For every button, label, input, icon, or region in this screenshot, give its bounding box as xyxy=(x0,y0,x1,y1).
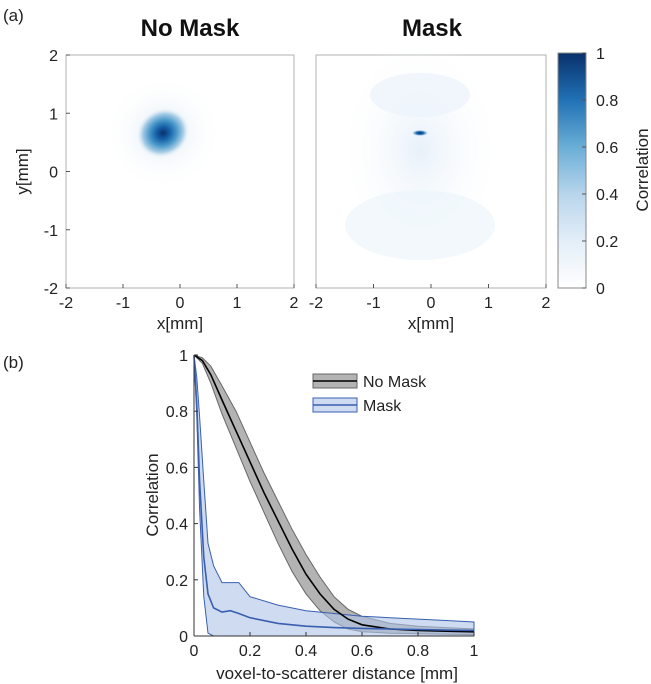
heatmap-right-xtick-label: -1 xyxy=(366,295,380,312)
heatmap-right-xtick-label: -2 xyxy=(309,295,323,312)
colorbar-tick-label: 1 xyxy=(596,46,605,63)
heatmap-left xyxy=(65,54,295,289)
line-chart-ytick-label: 0.8 xyxy=(166,404,188,421)
colorbar: 0 0.2 0.4 0.6 0.8 1 Correlation xyxy=(557,46,651,298)
line-chart-xtick-label: 0.8 xyxy=(407,643,429,660)
line-chart-bands xyxy=(193,354,475,637)
series-band-mask xyxy=(193,354,475,637)
heatmap-right-xtick-label: 0 xyxy=(427,295,436,312)
line-chart-lines xyxy=(193,354,475,633)
line-chart: 0 0.2 0.4 0.6 0.8 1 0 0.2 0.4 0.6 0.8 1 voxel-to-sc… xyxy=(143,348,479,683)
heatmap-right-speckle-bottom xyxy=(345,190,495,260)
colorbar-tick-label: 0.6 xyxy=(596,140,618,157)
panel-b-label: (b) xyxy=(3,353,24,372)
heatmap-left-xtick-label: -2 xyxy=(59,295,73,312)
colorbar-tick-label: 0 xyxy=(596,281,605,298)
heatmap-left-xlabel: x[mm] xyxy=(157,314,203,333)
legend-label-mask: Mask xyxy=(363,398,402,415)
series-line-mask xyxy=(193,354,475,632)
heatmap-left-ytick-label: 0 xyxy=(49,165,58,182)
colorbar-tick-label: 0.2 xyxy=(596,234,618,251)
line-chart-xtick-label: 0.4 xyxy=(295,643,317,660)
heatmap-left-xtick-label: 1 xyxy=(233,295,242,312)
heatmap-left-title: No Mask xyxy=(141,15,240,42)
heatmap-right-xtick-label: 1 xyxy=(484,295,493,312)
colorbar-ticks: 0 0.2 0.4 0.6 0.8 1 xyxy=(582,46,618,298)
line-chart-ylabel: Correlation xyxy=(143,453,162,536)
line-chart-legend: No Mask Mask xyxy=(312,373,427,415)
colorbar-tick-label: 0.4 xyxy=(596,187,618,204)
heatmap-left-xtick-label: 2 xyxy=(290,295,299,312)
heatmap-left-xtick-label: 0 xyxy=(176,295,185,312)
line-chart-xtick-label: 1 xyxy=(470,643,479,660)
heatmap-right xyxy=(315,35,547,289)
heatmap-left-xtick-label: -1 xyxy=(116,295,130,312)
line-chart-ytick-label: 1 xyxy=(179,348,188,365)
heatmap-left-ytick-label: -2 xyxy=(44,281,58,298)
line-chart-xtick-label: 0.6 xyxy=(351,643,373,660)
heatmap-left-ytick-label: 2 xyxy=(49,48,58,65)
panel-a-label: (a) xyxy=(3,6,24,25)
heatmap-left-ytick-label: 1 xyxy=(49,106,58,123)
heatmap-right-peak xyxy=(412,130,428,136)
heatmap-left-ylabel: y[mm] xyxy=(13,148,32,194)
colorbar-gradient xyxy=(557,52,587,289)
line-chart-xtick-label: 0.2 xyxy=(239,643,261,660)
heatmap-right-speckle-top xyxy=(370,73,470,117)
line-chart-ytick-label: 0 xyxy=(179,629,188,646)
colorbar-tick-label: 0.8 xyxy=(596,93,618,110)
heatmap-right-xtick-label: 2 xyxy=(542,295,551,312)
line-chart-ytick-label: 0.4 xyxy=(166,517,188,534)
line-chart-xtick-label: 0 xyxy=(190,643,199,660)
line-chart-ytick-label: 0.2 xyxy=(166,573,188,590)
line-chart-axes: 0 0.2 0.4 0.6 0.8 1 0 0.2 0.4 0.6 0.8 1 xyxy=(166,348,479,660)
heatmap-left-peak xyxy=(135,107,191,159)
line-chart-ytick-label: 0.6 xyxy=(166,460,188,477)
legend-label-no-mask: No Mask xyxy=(363,374,427,391)
colorbar-label: Correlation xyxy=(633,128,651,211)
heatmap-axes: -2 -1 0 1 2 x[mm] -2 -1 0 1 2 y[mm] -2 -1 0 1 2 x[mm] xyxy=(13,48,551,333)
heatmap-left-ytick-label: -1 xyxy=(44,223,58,240)
heatmap-right-xlabel: x[mm] xyxy=(408,314,454,333)
line-chart-xlabel: voxel-to-scatterer distance [mm] xyxy=(216,664,458,683)
